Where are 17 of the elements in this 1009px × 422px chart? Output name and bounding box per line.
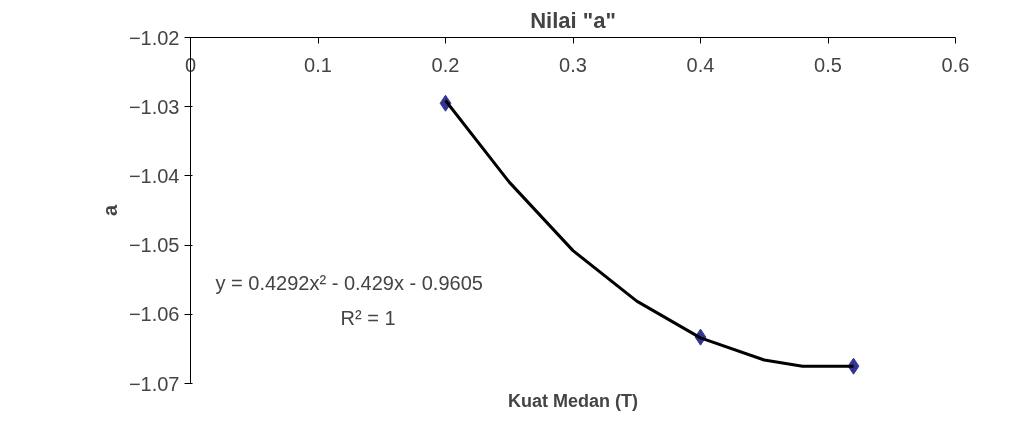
annotation: R² = 1 bbox=[340, 306, 396, 329]
y-tick-label: −1.07 bbox=[128, 372, 180, 395]
y-tick-label: −1.03 bbox=[128, 95, 180, 118]
y-tick-label: −1.04 bbox=[128, 164, 180, 187]
x-tick-label: 0.3 bbox=[559, 53, 587, 76]
x-tick-label: 0.1 bbox=[304, 53, 332, 76]
y-axis-title: a bbox=[98, 204, 121, 217]
x-tick-label: 0.5 bbox=[814, 53, 842, 76]
x-tick-label: 0.4 bbox=[686, 53, 715, 76]
x-tick-label: 0.6 bbox=[941, 53, 970, 76]
y-tick-label: −1.02 bbox=[128, 26, 180, 49]
x-tick-label: 0.2 bbox=[431, 53, 460, 76]
y-tick-label: −1.05 bbox=[128, 234, 180, 257]
y-tick-label: −1.06 bbox=[128, 303, 180, 326]
x-axis-title: Kuat Medan (T) bbox=[508, 390, 638, 411]
chart-title: Nilai "a" bbox=[530, 7, 616, 33]
annotation: y = 0.4292x² - 0.429x - 0.9605 bbox=[215, 271, 483, 294]
